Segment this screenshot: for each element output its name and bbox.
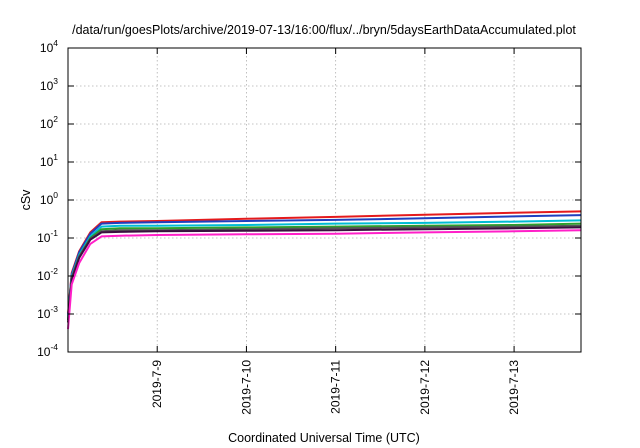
x-tick-label: 2019-7-9 bbox=[150, 360, 164, 408]
y-tick-exponent: -4 bbox=[50, 342, 58, 352]
x-tick-label: 2019-7-12 bbox=[418, 360, 432, 415]
y-axis-label: cSv bbox=[19, 189, 33, 211]
chart-title: /data/run/goesPlots/archive/2019-07-13/1… bbox=[72, 23, 576, 37]
y-tick-exponent: -1 bbox=[50, 228, 58, 238]
y-tick-exponent: 1 bbox=[53, 152, 58, 162]
y-tick-label: 100 bbox=[40, 190, 58, 207]
y-tick-exponent: -3 bbox=[50, 304, 58, 314]
x-tick-label: 2019-7-11 bbox=[329, 360, 343, 414]
y-tick-label: 10-3 bbox=[37, 304, 58, 321]
x-tick-label: 2019-7-10 bbox=[239, 360, 253, 415]
y-tick-exponent: 2 bbox=[53, 114, 58, 124]
grid bbox=[68, 48, 581, 352]
x-tick-label: 2019-7-13 bbox=[507, 360, 521, 415]
series-layer bbox=[67, 210, 582, 330]
y-tick-label: 10-1 bbox=[37, 228, 58, 245]
y-tick-label: 104 bbox=[40, 38, 58, 55]
series-line-6 bbox=[67, 226, 582, 323]
y-tick-exponent: 4 bbox=[53, 38, 58, 48]
y-tick-label: 103 bbox=[40, 76, 58, 93]
x-axis-label: Coordinated Universal Time (UTC) bbox=[228, 431, 420, 445]
y-tick-exponent: 0 bbox=[53, 190, 58, 200]
y-tick-label: 101 bbox=[40, 152, 58, 169]
y-tick-label: 10-2 bbox=[37, 266, 58, 283]
y-tick-exponent: -2 bbox=[50, 266, 58, 276]
series-line-7 bbox=[67, 229, 582, 330]
y-tick-label: 102 bbox=[40, 114, 58, 131]
y-tick-label: 10-4 bbox=[37, 342, 58, 359]
series-line-5 bbox=[67, 224, 582, 320]
y-tick-exponent: 3 bbox=[53, 76, 58, 86]
